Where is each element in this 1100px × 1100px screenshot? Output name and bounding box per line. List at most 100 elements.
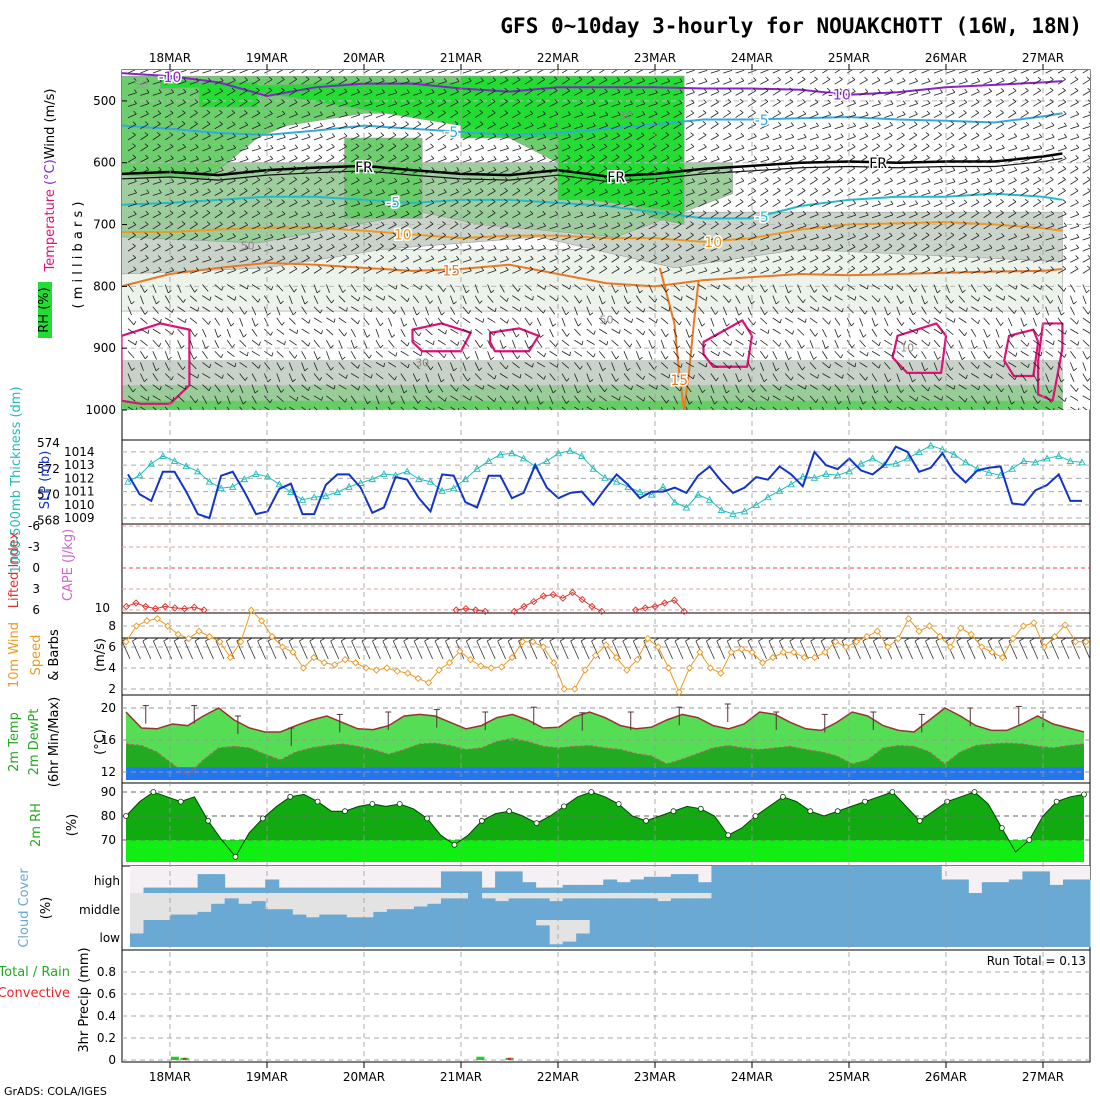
wind-barb-flag bbox=[254, 323, 259, 327]
wind-barb-flag bbox=[504, 187, 508, 192]
wind-barb bbox=[983, 406, 986, 410]
wind-barb bbox=[450, 70, 460, 74]
wind-barb-flag bbox=[145, 210, 149, 215]
wind-barb bbox=[747, 236, 757, 241]
wind-barb-flag bbox=[356, 188, 360, 193]
wind-barb bbox=[1045, 295, 1051, 304]
wind-speed-point bbox=[122, 638, 130, 646]
wind-barb bbox=[648, 180, 658, 185]
wind-barb-flag bbox=[245, 144, 249, 149]
wind-barb bbox=[561, 125, 571, 130]
wind-barb bbox=[859, 191, 869, 196]
wind-barb bbox=[735, 101, 744, 107]
wind-barb-flag bbox=[580, 233, 584, 238]
wind-barb-flag bbox=[517, 121, 521, 126]
wind-barb bbox=[487, 236, 497, 241]
wind-barb-flag bbox=[380, 322, 384, 327]
wind-barb-flag bbox=[307, 386, 311, 391]
wind-barb-flag bbox=[403, 323, 408, 327]
wind-barb-flag bbox=[293, 87, 298, 91]
wind-barb bbox=[722, 328, 729, 337]
surface-wind-barb bbox=[152, 640, 162, 660]
wind-barb-flag bbox=[889, 77, 893, 81]
wind-barb bbox=[512, 295, 521, 301]
wind-barb bbox=[971, 247, 980, 252]
wind-barb bbox=[214, 170, 224, 174]
wind-barb bbox=[561, 257, 571, 263]
wind-barb-flag bbox=[1088, 144, 1090, 147]
wind-barb-flag bbox=[429, 300, 433, 304]
wind-barb bbox=[475, 159, 484, 163]
wind-barb bbox=[685, 223, 694, 230]
wind-barb bbox=[623, 317, 632, 323]
wind-barb bbox=[264, 236, 274, 241]
wind-barb bbox=[784, 79, 794, 85]
wind-barb bbox=[499, 269, 509, 274]
wind-barb bbox=[946, 70, 956, 74]
wind-speed-point bbox=[696, 648, 704, 656]
wind-speed-point bbox=[884, 643, 892, 651]
wind-barb bbox=[859, 339, 866, 348]
wind-barb-flag bbox=[370, 307, 373, 312]
wind-barb-flag bbox=[505, 266, 509, 271]
wind-barb-flag bbox=[912, 379, 916, 383]
wind-barb-flag bbox=[418, 155, 422, 159]
wind-barb-flag bbox=[282, 244, 286, 249]
wind-barb bbox=[1057, 190, 1066, 196]
wind-barb bbox=[462, 170, 472, 174]
wind-barb bbox=[1082, 373, 1088, 382]
wind-barb-flag bbox=[281, 187, 285, 191]
surface-wind-barb-flag bbox=[914, 637, 921, 642]
wind-barb-flag bbox=[680, 296, 683, 301]
wind-barb bbox=[871, 103, 881, 107]
wind-barb bbox=[276, 168, 285, 174]
wind-barb-flag bbox=[257, 155, 261, 160]
wind-barb-flag bbox=[777, 76, 781, 81]
wind-barb-flag bbox=[146, 178, 150, 182]
wind-barb bbox=[388, 169, 397, 174]
wind-barb-flag bbox=[443, 287, 447, 292]
wind-barb bbox=[1032, 384, 1037, 394]
wind-barb bbox=[288, 190, 298, 196]
wind-barb-flag bbox=[442, 221, 446, 225]
wind-barb bbox=[809, 102, 819, 107]
wind-barb bbox=[499, 317, 508, 324]
wind-barb bbox=[152, 258, 162, 263]
wind-barb-flag bbox=[877, 111, 881, 116]
wind-speed-point bbox=[571, 685, 579, 693]
wind-barb-flag bbox=[1051, 222, 1055, 226]
wind-barb-flag bbox=[506, 319, 509, 324]
wind-barb bbox=[921, 81, 931, 85]
wind-barb bbox=[698, 258, 707, 263]
wind-barb bbox=[301, 70, 308, 74]
wind-barb bbox=[871, 362, 880, 369]
wind-barb-flag bbox=[753, 77, 757, 81]
wind-barb bbox=[660, 373, 670, 379]
wind-barb-flag bbox=[950, 132, 955, 136]
wind-barb bbox=[202, 384, 210, 391]
wind-barb-flag bbox=[232, 177, 236, 181]
wind-barb-flag bbox=[963, 143, 968, 148]
lifted-index-point bbox=[481, 607, 489, 616]
wind-barb-flag bbox=[652, 345, 656, 349]
wind-barb-flag bbox=[790, 122, 794, 126]
wind-barb-flag bbox=[504, 177, 509, 181]
wind-barb bbox=[1045, 328, 1053, 336]
wind-barb bbox=[1020, 373, 1027, 381]
wind-barb bbox=[933, 70, 943, 74]
wind-barb bbox=[710, 158, 720, 163]
wind-barb bbox=[859, 114, 869, 118]
wind-barb bbox=[536, 328, 541, 338]
wind-barb-flag bbox=[688, 401, 693, 405]
wind-barb bbox=[350, 340, 355, 349]
wind-barb bbox=[189, 406, 192, 410]
wind-barb bbox=[537, 168, 546, 174]
wind-barb bbox=[549, 373, 556, 381]
wind-barb bbox=[586, 203, 596, 207]
wind-barb bbox=[350, 70, 358, 74]
wind-barb-flag bbox=[1000, 121, 1005, 125]
wind-barb-flag bbox=[901, 166, 906, 170]
wind-barb-flag bbox=[318, 165, 322, 169]
wind-barb-flag bbox=[494, 375, 497, 380]
lifted-index-point bbox=[452, 606, 460, 614]
